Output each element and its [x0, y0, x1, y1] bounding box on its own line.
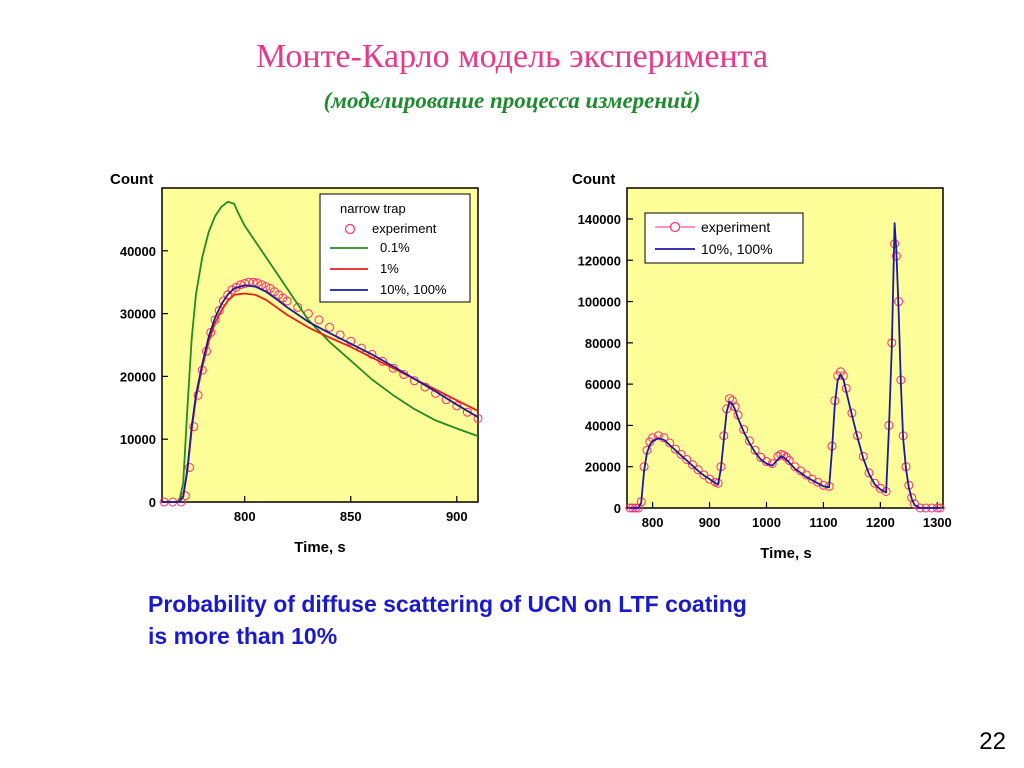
chart-right-series-experiment-point — [907, 493, 917, 503]
chart-left-ytick-label: 30000 — [120, 307, 156, 322]
chart-right-series-experiment-point — [870, 478, 880, 488]
chart-left-series-10-100--line — [164, 284, 479, 503]
caption: Probability of diffuse scattering of UCN… — [148, 588, 928, 652]
chart-left-series-experiment-point — [473, 413, 483, 423]
chart-left-legend: narrow trap experiment 0.1% 1% 10%, 100% — [319, 193, 471, 303]
chart-right-series-experiment-point — [676, 449, 686, 459]
page-number: 22 — [979, 728, 1006, 755]
chart-right-series-experiment-point — [779, 450, 789, 460]
chart-left-series-0-1--line — [164, 200, 479, 503]
chart-right-series-experiment-point — [670, 444, 680, 454]
chart-right-legend-experiment: experiment — [701, 219, 770, 235]
chart-left-legend-experiment: experiment — [372, 221, 437, 236]
chart-right-series-experiment-point — [705, 474, 715, 484]
chart-right-series-experiment-point — [750, 445, 760, 455]
chart-left-legend-0-1pct: 0.1% — [380, 240, 410, 255]
chart-right-series-experiment-point — [784, 456, 794, 466]
chart-right-xtick-label: 900 — [699, 515, 721, 530]
chart-right-xtick-label: 1100 — [809, 515, 837, 530]
caption-line-2: is more than 10% — [148, 623, 338, 649]
chart-right-xtick-label: 1300 — [923, 515, 952, 530]
chart-right-ylabel: Count — [572, 171, 615, 188]
chart-left: 800 850 900 0 10000 20000 30000 40000 Count Tim… — [110, 171, 483, 556]
chart-right-ytick-label: 40000 — [585, 418, 621, 433]
chart-left-series-experiment-point — [240, 278, 250, 288]
chart-left-series-experiment-point — [261, 282, 271, 292]
chart-right-legend-10pct: 10%, 100% — [701, 241, 773, 257]
chart-left-legend-10pct: 10%, 100% — [380, 282, 447, 297]
chart-left-series-experiment-point — [462, 407, 472, 417]
chart-left-xtick-label: 850 — [340, 509, 362, 524]
chart-right-series — [625, 222, 945, 513]
chart-right-ticks: 800 900 1000 1100 1200 1300 0 20000 40000 60000 80… — [578, 212, 952, 530]
legend-marker-experiment — [344, 223, 356, 235]
chart-left-series — [159, 200, 483, 507]
legend-marker-experiment-right — [669, 221, 681, 233]
chart-right-xtick-label: 1000 — [752, 515, 781, 530]
chart-left-ylabel: Count — [110, 171, 153, 188]
chart-right-xtick-label: 800 — [642, 515, 664, 530]
chart-right-series-experiment-point — [693, 465, 703, 475]
chart-left-xlabel: Time, s — [294, 539, 345, 556]
chart-right-series-experiment-point — [653, 431, 663, 441]
chart-left-series-experiment-point — [185, 462, 195, 472]
chart-left-legend-title: narrow trap — [340, 201, 406, 216]
slide-title: Монте-Карло модель эксперимента — [255, 38, 769, 75]
chart-right-legend: experiment 10%, 100% — [644, 212, 804, 264]
chart-left-series-experiment-point — [189, 422, 199, 432]
chart-right-xtick-label: 1200 — [866, 515, 895, 530]
chart-left-ytick-label: 40000 — [120, 244, 156, 259]
chart-right-ytick-label: 0 — [614, 501, 621, 516]
chart-right-ytick-label: 20000 — [585, 460, 621, 475]
chart-left-ytick-label: 20000 — [120, 369, 156, 384]
slide-subtitle: (моделирование процесса измерений) — [323, 88, 701, 113]
chart-right-legend-box — [644, 212, 804, 264]
chart-right-series-experiment-point — [665, 438, 675, 448]
chart-right-ytick-label: 120000 — [578, 253, 621, 268]
chart-left-ticks: 800 850 900 0 10000 20000 30000 40000 — [120, 244, 468, 524]
chart-right-series-experiment-point — [682, 454, 692, 464]
chart-right-ytick-label: 60000 — [585, 377, 621, 392]
chart-right-series-10-100--line — [629, 222, 941, 509]
chart-left-series-experiment-point — [282, 296, 292, 306]
chart-left-series-experiment-point — [325, 322, 335, 332]
chart-left-ytick-label: 10000 — [120, 432, 156, 447]
chart-left-series-experiment-point — [180, 491, 190, 501]
chart-left-series-experiment-point — [314, 315, 324, 325]
chart-right-series-experiment-point — [813, 477, 823, 487]
chart-left-ytick-label: 0 — [149, 495, 156, 510]
chart-right-ytick-label: 80000 — [585, 336, 621, 351]
chart-right-ytick-label: 100000 — [578, 295, 621, 310]
chart-right-series-experiment-point — [807, 474, 817, 484]
chart-right: 800 900 1000 1100 1200 1300 0 20000 40000 60000 80… — [572, 171, 952, 562]
chart-right-xlabel: Time, s — [760, 545, 811, 562]
chart-right-series-experiment-point — [744, 436, 754, 446]
chart-right-series-experiment-point — [818, 480, 828, 490]
chart-right-series-experiment-point — [875, 483, 885, 493]
chart-right-ytick-label: 140000 — [578, 212, 621, 227]
chart-right-series-experiment-point — [687, 460, 697, 470]
chart-left-xtick-label: 900 — [446, 509, 468, 524]
caption-line-1: Probability of diffuse scattering of UCN… — [148, 591, 747, 617]
chart-left-legend-1pct: 1% — [380, 261, 399, 276]
chart-left-series-experiment-point — [452, 401, 462, 411]
chart-left-xtick-label: 800 — [234, 509, 256, 524]
chart-right-series-experiment-point — [864, 468, 874, 478]
